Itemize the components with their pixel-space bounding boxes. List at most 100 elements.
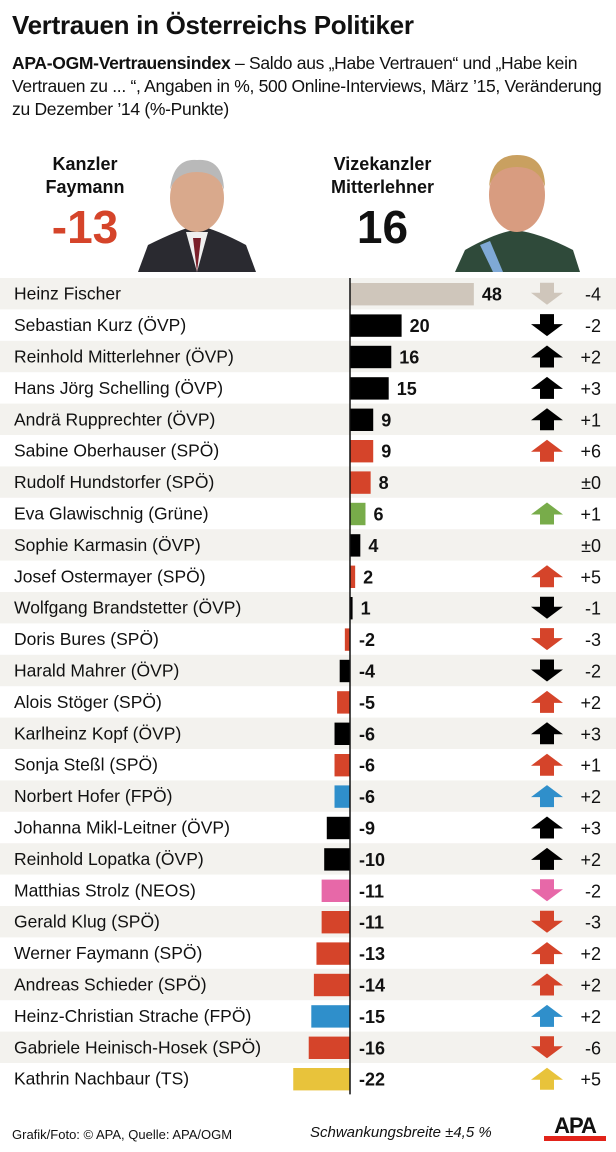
row-background [0, 654, 616, 687]
arrow-up-icon [531, 753, 563, 776]
chart-title: Vertrauen in Österreichs Politiker [12, 10, 414, 40]
change-label: +2 [580, 976, 601, 996]
value-label: 20 [410, 316, 430, 336]
arrow-up-icon [531, 847, 563, 870]
category-label: Heinz-Christian Strache (FPÖ) [14, 1006, 251, 1026]
bar [308, 1036, 350, 1059]
category-label: Josef Ostermayer (SPÖ) [14, 566, 206, 586]
bar [350, 471, 371, 494]
photo-faymann [138, 159, 256, 272]
category-label: Werner Faymann (SPÖ) [14, 943, 202, 963]
value-label: -6 [359, 724, 375, 744]
row-background [0, 278, 616, 310]
arrow-down-icon [531, 314, 563, 337]
bar [316, 942, 350, 965]
row-background [0, 906, 616, 938]
arrow-up-icon [531, 439, 563, 462]
value-label: -15 [359, 1007, 385, 1027]
apa-logo: APA [544, 1115, 606, 1141]
bar [350, 345, 392, 369]
bar [350, 565, 356, 588]
change-label: -2 [585, 662, 601, 682]
change-label: +1 [580, 756, 601, 776]
category-label: Doris Bures (SPÖ) [14, 629, 159, 649]
bar [326, 816, 350, 840]
category-label: Harald Mahrer (ÖVP) [14, 661, 179, 681]
value-label: -13 [359, 944, 385, 964]
change-label: +3 [580, 819, 601, 839]
highlight-value-chancellor: -13 [51, 201, 119, 253]
value-label: 9 [381, 442, 391, 462]
value-label: -5 [359, 693, 375, 713]
arrow-down-icon [531, 879, 563, 902]
category-label: Reinhold Mitterlehner (ÖVP) [14, 347, 234, 367]
value-label: 16 [399, 348, 419, 368]
change-label: -2 [585, 316, 601, 336]
arrow-down-icon [531, 1036, 563, 1059]
category-label: Andrä Rupprechter (ÖVP) [14, 409, 215, 429]
value-label: 9 [381, 410, 391, 430]
arrow-up-icon [531, 722, 563, 745]
row-background [0, 780, 616, 812]
change-label: +2 [580, 693, 601, 713]
category-label: Sebastian Kurz (ÖVP) [14, 315, 186, 335]
arrow-up-icon [531, 502, 563, 525]
change-label: +3 [580, 724, 601, 744]
bar [334, 722, 350, 745]
value-label: -22 [359, 1070, 385, 1090]
category-label: Matthias Strolz (NEOS) [14, 880, 196, 900]
change-label: ±0 [581, 536, 601, 556]
change-label: -4 [585, 285, 601, 305]
bar [337, 691, 350, 714]
photo-mitterlehner [455, 155, 580, 272]
change-label: -2 [585, 881, 601, 901]
row-background [0, 968, 616, 1001]
arrow-up-icon [531, 345, 563, 368]
bar [313, 973, 350, 997]
bar [344, 628, 350, 651]
highlight-label-vice: Vizekanzler Mitterlehner [330, 154, 435, 197]
category-label: Hans Jörg Schelling (ÖVP) [14, 378, 223, 398]
category-label: Wolfgang Brandstetter (ÖVP) [14, 598, 241, 618]
value-label: 2 [363, 567, 373, 587]
arrow-down-icon [531, 659, 563, 682]
bar [334, 785, 350, 808]
value-label: 6 [373, 505, 383, 525]
margin-of-error: Schwankungsbreite ±4,5 % [310, 1124, 492, 1141]
category-label: Gabriele Heinisch-Hosek (SPÖ) [14, 1037, 261, 1057]
change-label: +6 [580, 442, 601, 462]
source-note: Grafik/Foto: © APA, Quelle: APA/OGM [12, 1127, 233, 1142]
value-label: 4 [368, 536, 378, 556]
change-label: -1 [585, 599, 601, 619]
value-label: -2 [359, 630, 375, 650]
row-background [0, 529, 616, 561]
subtitle-bold: APA-OGM-Vertrauensindex [12, 53, 231, 73]
row-background [0, 717, 616, 749]
change-label: -6 [585, 1038, 601, 1058]
value-label: -16 [359, 1038, 385, 1058]
bar [324, 848, 350, 871]
arrow-up-icon [531, 942, 563, 965]
subtitle-text: – Saldo aus „Habe Vertrauen“ und „Habe k… [12, 53, 602, 119]
bar [350, 377, 389, 400]
bar [350, 502, 366, 526]
change-label: +2 [580, 348, 601, 368]
value-label: -6 [359, 756, 375, 776]
highlight-value-vice: 16 [356, 201, 409, 253]
category-label: Norbert Hofer (FPÖ) [14, 786, 173, 806]
change-label: +2 [580, 944, 601, 964]
row-background [0, 403, 616, 435]
row-background [0, 340, 616, 373]
change-label: +1 [580, 505, 601, 525]
category-label: Andreas Schieder (SPÖ) [14, 975, 207, 995]
category-label: Eva Glawischnig (Grüne) [14, 504, 209, 524]
category-label: Gerald Klug (SPÖ) [14, 912, 160, 932]
value-label: -9 [359, 819, 375, 839]
bar [321, 879, 350, 902]
change-label: -3 [585, 913, 601, 933]
arrow-up-icon [531, 690, 563, 713]
arrow-down-icon [531, 628, 563, 651]
value-label: -11 [359, 913, 384, 933]
bar [293, 1068, 350, 1091]
bar [311, 1005, 350, 1028]
